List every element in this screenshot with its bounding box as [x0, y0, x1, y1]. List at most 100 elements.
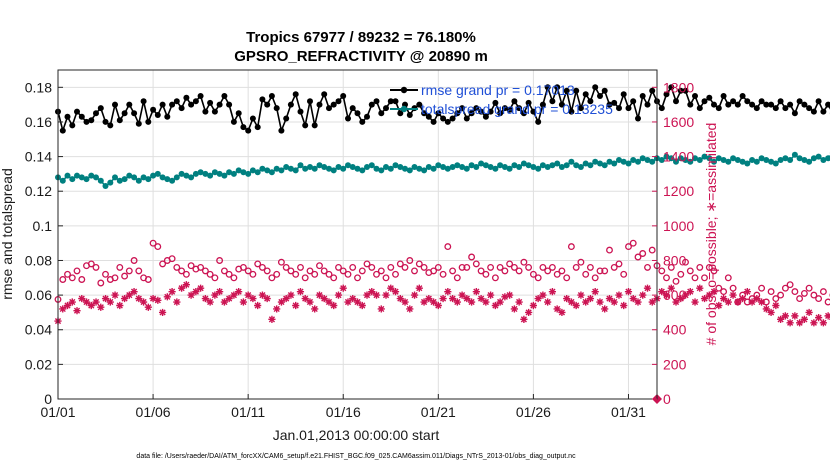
assimilated-point — [610, 298, 618, 306]
totalspread-point — [383, 164, 389, 170]
rmse-point — [682, 87, 689, 94]
possible-point — [710, 267, 718, 275]
totalspread-point — [806, 158, 813, 165]
assimilated-point — [287, 291, 295, 299]
possible-point — [510, 263, 518, 271]
assimilated-point — [268, 315, 276, 323]
totalspread-point — [535, 165, 542, 172]
totalspread-point — [768, 158, 775, 165]
rmse-point — [587, 98, 594, 105]
rmse-point — [207, 99, 214, 106]
assimilated-point — [216, 288, 224, 296]
rmse-point — [658, 105, 665, 112]
assimilated-point — [239, 298, 248, 306]
totalspread-point — [625, 160, 632, 167]
possible-point — [178, 267, 186, 275]
y-tick-label: 0.04 — [25, 322, 52, 338]
rmse-point — [159, 101, 166, 108]
totalspread-point — [159, 174, 166, 181]
totalspread-point — [668, 155, 675, 162]
possible-point — [254, 260, 262, 268]
totalspread-point — [810, 155, 817, 162]
assimilated-point — [686, 288, 694, 296]
possible-point — [349, 263, 357, 271]
totalspread-point — [449, 164, 456, 170]
totalspread-point — [107, 179, 114, 186]
rmse-point — [421, 110, 428, 117]
totalspread-point — [577, 164, 584, 170]
y-axis-label: rmse and totalspread — [0, 168, 15, 300]
rmse-point — [577, 105, 584, 112]
possible-point — [59, 276, 67, 283]
totalspread-point — [278, 167, 285, 174]
assimilated-point — [415, 284, 423, 292]
assimilated-point — [192, 288, 200, 296]
assimilated-point — [805, 308, 813, 317]
legend-totalspread-marker — [400, 105, 408, 113]
possible-point — [249, 270, 257, 278]
rmse-point — [216, 101, 223, 108]
rmse-point — [692, 93, 698, 99]
totalspread-point — [658, 157, 665, 163]
possible-point — [68, 274, 76, 282]
totalspread-point — [221, 172, 228, 179]
assimilated-point — [529, 301, 537, 310]
possible-point — [292, 270, 300, 278]
rmse-point — [425, 113, 432, 120]
totalspread-point — [725, 158, 732, 165]
y-tick-label: 0.18 — [25, 79, 52, 95]
rmse-point — [154, 112, 161, 118]
possible-point — [64, 270, 71, 278]
rmse-point — [825, 101, 830, 108]
possible-point — [758, 284, 766, 292]
assimilated-point — [315, 291, 324, 299]
totalspread-point — [639, 155, 646, 162]
assimilated-point — [544, 298, 552, 306]
possible-point — [344, 270, 352, 278]
possible-point — [335, 263, 342, 271]
assimilated-point — [358, 301, 366, 310]
assimilated-point — [525, 308, 533, 317]
assimilated-point — [777, 315, 785, 323]
possible-point — [411, 267, 418, 275]
rmse-point — [520, 110, 527, 117]
totalspread-point — [378, 167, 385, 174]
assimilated-point — [601, 305, 609, 313]
possible-point — [577, 258, 585, 266]
assimilated-point — [577, 291, 585, 299]
possible-point — [73, 267, 81, 275]
assimilated-point — [377, 305, 385, 313]
totalspread-point — [497, 162, 504, 169]
rmse-point — [696, 105, 703, 112]
possible-point — [449, 267, 457, 275]
possible-point — [387, 263, 395, 271]
assimilated-point — [391, 288, 400, 296]
possible-point — [287, 267, 295, 275]
assimilated-point — [68, 298, 76, 306]
totalspread-point — [635, 158, 641, 165]
rmse-point — [221, 93, 228, 99]
totalspread-point — [796, 155, 803, 162]
rmse-point — [772, 105, 779, 112]
totalspread-point — [102, 183, 109, 189]
totalspread-point — [145, 176, 152, 183]
rmse-point — [316, 101, 323, 108]
possible-point — [415, 260, 423, 268]
assimilated-point — [311, 305, 319, 313]
assimilated-point — [453, 298, 461, 306]
assimilated-point — [135, 294, 143, 303]
totalspread-point — [316, 162, 323, 169]
totalspread-point — [202, 170, 209, 177]
possible-point — [311, 270, 319, 278]
assimilated-point — [691, 298, 699, 306]
possible-point — [819, 288, 827, 296]
possible-point — [548, 263, 556, 271]
totalspread-point — [150, 172, 157, 179]
assimilated-point — [672, 298, 680, 306]
totalspread-point — [506, 165, 513, 172]
rmse-point — [677, 87, 684, 94]
rmse-point — [753, 105, 760, 112]
totalspread-point — [273, 165, 280, 172]
assimilated-point — [301, 294, 309, 303]
assimilated-point — [482, 298, 490, 306]
